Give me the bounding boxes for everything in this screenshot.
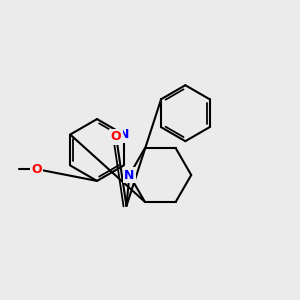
Text: O: O [111,130,122,143]
Text: N: N [118,128,129,141]
Text: N: N [124,169,135,182]
Text: O: O [31,163,42,176]
